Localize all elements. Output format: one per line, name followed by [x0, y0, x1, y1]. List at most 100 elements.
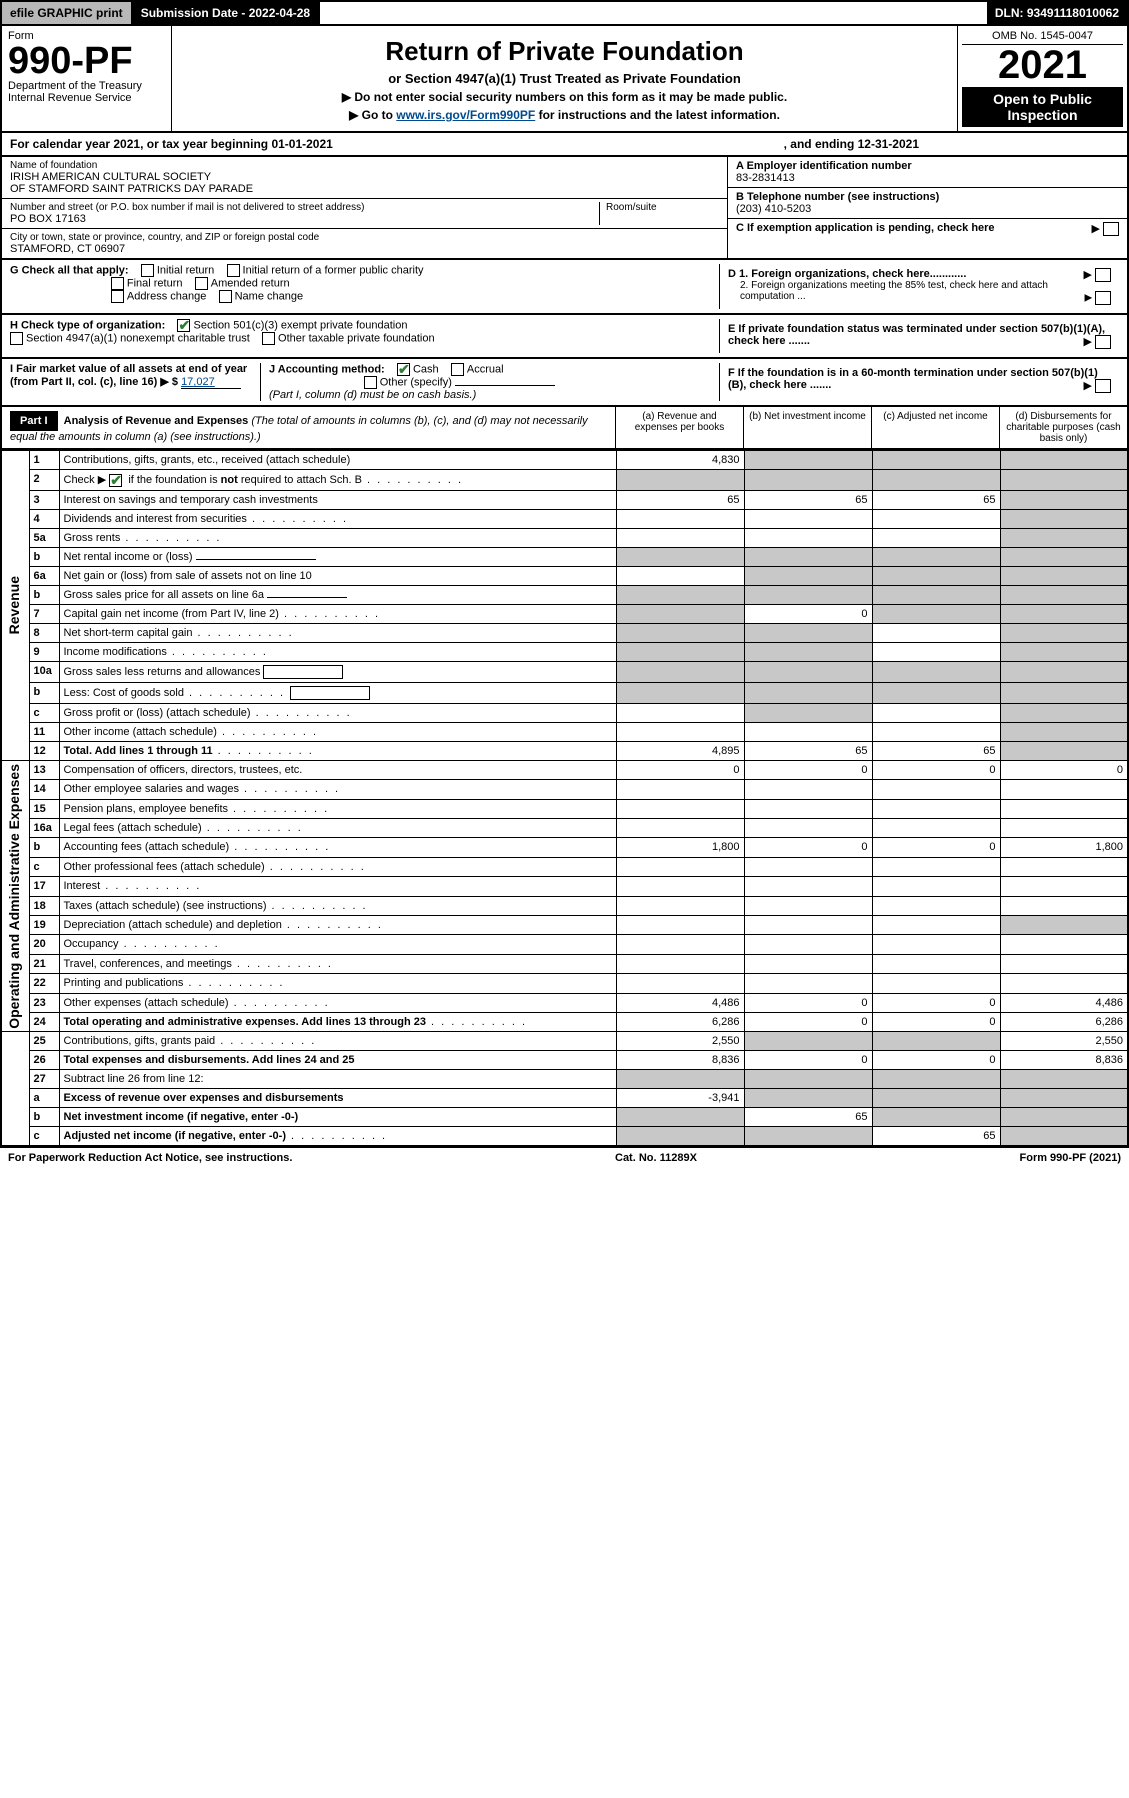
e-checkbox[interactable] — [1095, 335, 1111, 349]
section-g: G Check all that apply: Initial return I… — [0, 260, 1129, 315]
form-title-block: Return of Private Foundation or Section … — [172, 26, 957, 131]
cal-end: , and ending 12-31-2021 — [784, 137, 919, 151]
expenses-side: Operating and Administrative Expenses — [1, 760, 29, 1032]
cb-initial-former[interactable] — [227, 264, 240, 277]
row-27c: cAdjusted net income (if negative, enter… — [1, 1127, 1128, 1147]
h2: Section 4947(a)(1) nonexempt charitable … — [26, 332, 250, 344]
dln-badge: DLN: 93491118010062 — [987, 2, 1127, 24]
row-2: 2 Check ▶ if the foundation is not requi… — [1, 470, 1128, 491]
form990pf-link[interactable]: www.irs.gov/Form990PF — [396, 108, 535, 122]
page-footer: For Paperwork Reduction Act Notice, see … — [0, 1147, 1129, 1168]
row-14: 14Other employee salaries and wages — [1, 780, 1128, 799]
f-checkbox[interactable] — [1095, 379, 1111, 393]
row-11: 11Other income (attach schedule) — [1, 722, 1128, 741]
cb-501c3[interactable] — [177, 319, 190, 332]
form-number: 990-PF — [8, 42, 165, 80]
row-4: 4Dividends and interest from securities — [1, 509, 1128, 528]
row-6b: bGross sales price for all assets on lin… — [1, 585, 1128, 604]
cb-accrual[interactable] — [451, 363, 464, 376]
city-value: STAMFORD, CT 06907 — [10, 243, 719, 255]
form-note2: ▶ Go to www.irs.gov/Form990PF for instru… — [178, 108, 951, 122]
cb-initial-return[interactable] — [141, 264, 154, 277]
row-1: Revenue 1Contributions, gifts, grants, e… — [1, 451, 1128, 470]
foundation-name-row: Name of foundation IRISH AMERICAN CULTUR… — [2, 157, 727, 199]
row-18: 18Taxes (attach schedule) (see instructi… — [1, 896, 1128, 915]
cb-other-method[interactable] — [364, 376, 377, 389]
part1-badge: Part I — [10, 411, 58, 431]
d2-checkbox[interactable] — [1095, 291, 1111, 305]
open-public-badge: Open to Public Inspection — [962, 87, 1123, 127]
cb-address-change[interactable] — [111, 290, 124, 303]
efile-badge[interactable]: efile GRAPHIC print — [2, 2, 133, 24]
cb-cash[interactable] — [397, 363, 410, 376]
address-row: Number and street (or P.O. box number if… — [2, 199, 727, 229]
cb-other-taxable[interactable] — [262, 332, 275, 345]
note2-post: for instructions and the latest informat… — [539, 108, 780, 122]
part1-grid: Revenue 1Contributions, gifts, grants, e… — [0, 450, 1129, 1147]
cb-4947[interactable] — [10, 332, 23, 345]
d1-checkbox[interactable] — [1095, 268, 1111, 282]
row-16a: 16aLegal fees (attach schedule) — [1, 818, 1128, 837]
row-21: 21Travel, conferences, and meetings — [1, 954, 1128, 973]
d2-row: 2. Foreign organizations meeting the 85%… — [728, 280, 1111, 302]
city-label: City or town, state or province, country… — [10, 232, 719, 243]
section-i: I Fair market value of all assets at end… — [0, 359, 1129, 407]
revenue-side: Revenue — [1, 451, 29, 761]
g1: Initial return — [157, 264, 214, 276]
cb-schb[interactable] — [109, 474, 122, 487]
phone-label: B Telephone number (see instructions) — [736, 191, 1119, 203]
e-row: E If private foundation status was termi… — [728, 323, 1111, 347]
row-8: 8Net short-term capital gain — [1, 623, 1128, 642]
j-note: (Part I, column (d) must be on cash basi… — [269, 389, 476, 401]
row-6a: 6aNet gain or (loss) from sale of assets… — [1, 566, 1128, 585]
name-label: Name of foundation — [10, 160, 719, 171]
row-24: 24Total operating and administrative exp… — [1, 1012, 1128, 1032]
e-text: E If private foundation status was termi… — [728, 323, 1105, 347]
phone-value: (203) 410-5203 — [736, 203, 1119, 215]
form-note1: ▶ Do not enter social security numbers o… — [178, 90, 951, 104]
room-label: Room/suite — [606, 202, 719, 213]
col-a-head: (a) Revenue and expenses per books — [615, 407, 743, 448]
row-17: 17Interest — [1, 877, 1128, 896]
g6: Name change — [235, 290, 304, 302]
row-19: 19Depreciation (attach schedule) and dep… — [1, 915, 1128, 934]
section-h: H Check type of organization: Section 50… — [0, 315, 1129, 359]
submission-date: Submission Date - 2022-04-28 — [133, 2, 320, 24]
cb-amended[interactable] — [195, 277, 208, 290]
f-text: F If the foundation is in a 60-month ter… — [728, 367, 1098, 391]
footer-left: For Paperwork Reduction Act Notice, see … — [8, 1152, 292, 1164]
row-5a: 5aGross rents — [1, 528, 1128, 547]
row-10a: 10aGross sales less returns and allowanc… — [1, 661, 1128, 682]
form-header: Form 990-PF Department of the Treasury I… — [0, 26, 1129, 133]
city-row: City or town, state or province, country… — [2, 229, 727, 258]
row-3: 3Interest on savings and temporary cash … — [1, 490, 1128, 509]
g3: Final return — [127, 277, 183, 289]
cb-name-change[interactable] — [219, 290, 232, 303]
d2-text: 2. Foreign organizations meeting the 85%… — [740, 280, 1048, 302]
note2-pre: ▶ Go to — [349, 108, 396, 122]
footer-mid: Cat. No. 11289X — [615, 1152, 697, 1164]
fmv-value[interactable]: 17,027 — [181, 376, 241, 389]
part1-title: Analysis of Revenue and Expenses — [64, 415, 249, 427]
dept-line1: Department of the Treasury — [8, 80, 165, 92]
row-10b: bLess: Cost of goods sold — [1, 682, 1128, 703]
cb-final-return[interactable] — [111, 277, 124, 290]
g2: Initial return of a former public charit… — [243, 264, 424, 276]
g4: Amended return — [211, 277, 290, 289]
part1-header-row: Part I Analysis of Revenue and Expenses … — [0, 407, 1129, 450]
row-25: 25Contributions, gifts, grants paid 2,55… — [1, 1032, 1128, 1051]
j2: Accrual — [467, 364, 504, 376]
ein-row: A Employer identification number 83-2831… — [728, 157, 1127, 188]
cal-begin: For calendar year 2021, or tax year begi… — [10, 137, 333, 151]
ein-value: 83-2831413 — [736, 172, 1119, 184]
h1: Section 501(c)(3) exempt private foundat… — [193, 319, 407, 331]
row-12: 12Total. Add lines 1 through 11 4,895656… — [1, 741, 1128, 760]
row-16b: bAccounting fees (attach schedule) 1,800… — [1, 838, 1128, 857]
d1-row: D 1. Foreign organizations, check here..… — [728, 268, 1111, 280]
footer-right: Form 990-PF (2021) — [1020, 1152, 1121, 1164]
c-label: C If exemption application is pending, c… — [736, 222, 995, 234]
c-checkbox[interactable] — [1103, 222, 1119, 236]
d1-text: D 1. Foreign organizations, check here..… — [728, 268, 966, 280]
top-bar: efile GRAPHIC print Submission Date - 20… — [0, 0, 1129, 26]
row-5b: bNet rental income or (loss) — [1, 547, 1128, 566]
